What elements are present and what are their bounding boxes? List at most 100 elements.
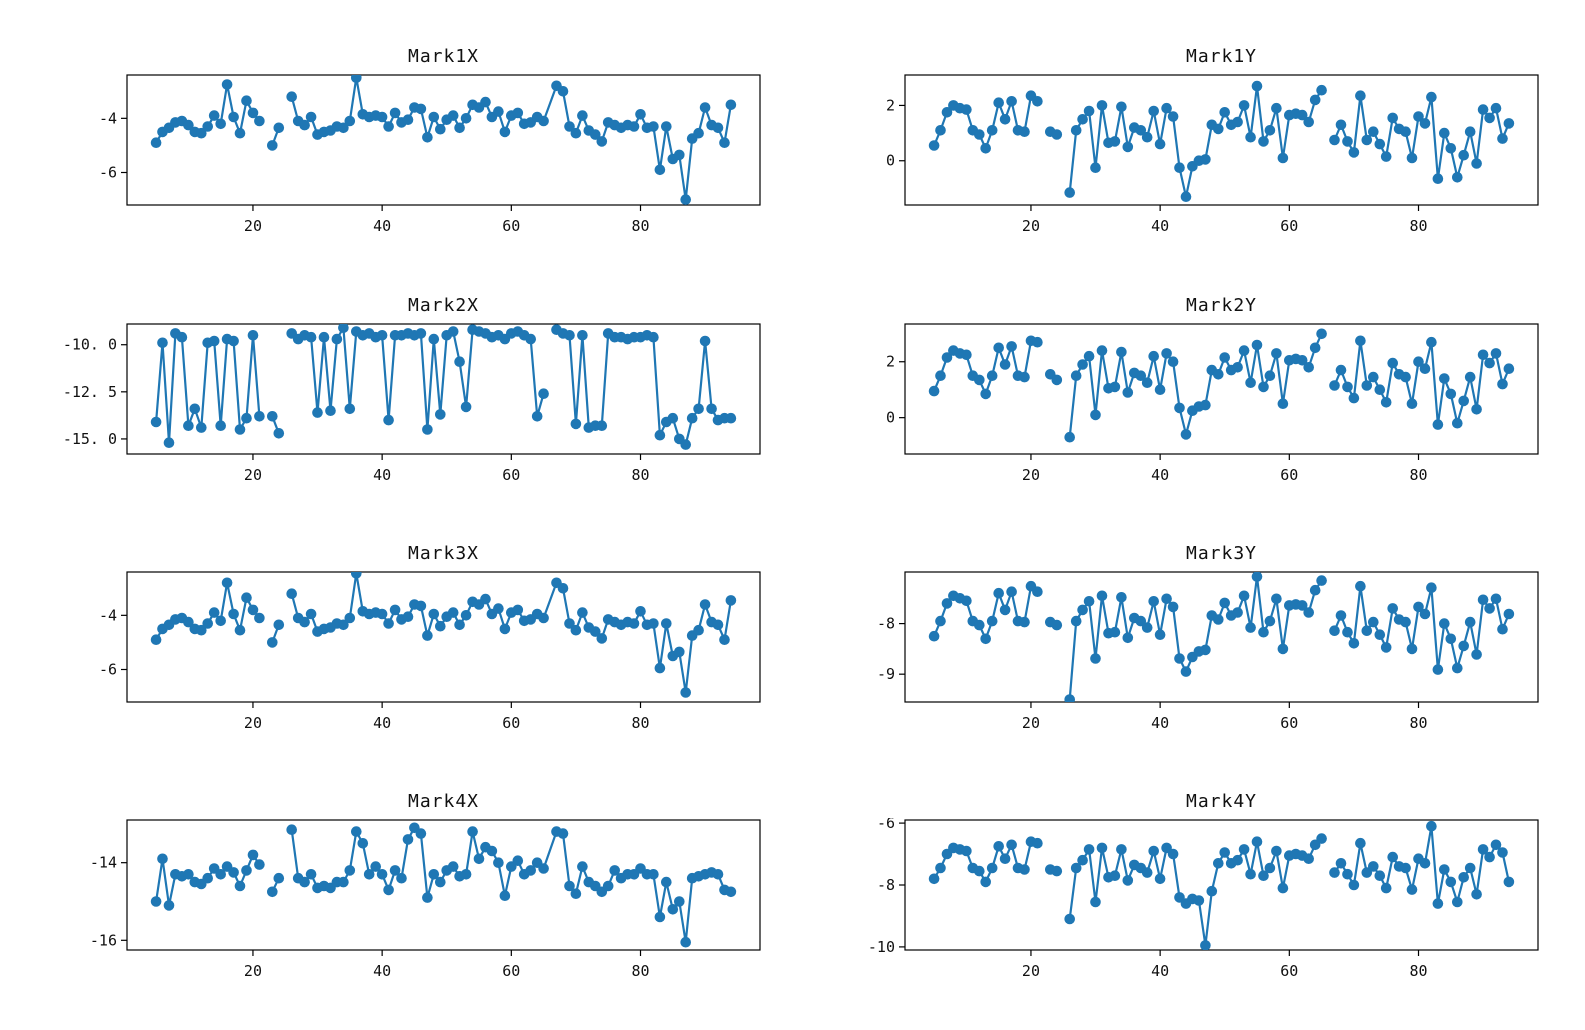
data-point (1419, 363, 1431, 374)
data-point (674, 646, 685, 658)
data-point (570, 127, 582, 139)
data-point (480, 96, 491, 108)
data-point (1051, 865, 1063, 877)
data-point (1497, 378, 1508, 390)
data-point (1309, 94, 1321, 106)
data-point (1458, 640, 1469, 652)
data-point (1380, 882, 1392, 894)
data-point (467, 826, 478, 837)
data-point (286, 91, 297, 102)
data-point (1264, 862, 1276, 874)
data-point (928, 873, 940, 885)
data-point (1258, 381, 1269, 393)
data-point (564, 880, 575, 892)
data-point (1348, 392, 1360, 404)
data-point (1200, 644, 1211, 656)
data-point (1109, 870, 1121, 881)
data-point (1406, 152, 1418, 164)
y-axis-ticks: -4 -6 (99, 606, 127, 679)
data-point (941, 352, 953, 363)
data-point (1077, 359, 1088, 370)
data-point (183, 869, 194, 880)
data-point (1200, 940, 1211, 950)
data-point (202, 618, 213, 629)
data-point (415, 328, 427, 339)
data-point (1064, 187, 1075, 198)
data-point (486, 845, 498, 857)
data-point (1329, 134, 1340, 146)
data-point (1374, 384, 1386, 395)
data-point (1251, 572, 1263, 582)
data-point (1135, 125, 1147, 136)
data-point (1464, 862, 1476, 874)
data-point (1116, 346, 1127, 358)
x-tick-label: 40 (373, 217, 391, 235)
data-point (389, 107, 401, 119)
data-point (299, 616, 310, 628)
data-point (1232, 116, 1243, 128)
data-point (1135, 615, 1147, 627)
y-axis-ticks: -6 -8 -10 (868, 818, 905, 956)
data-point (974, 129, 985, 140)
data-point (1432, 173, 1444, 184)
data-point (267, 140, 278, 151)
data-point (1006, 341, 1017, 352)
data-point (725, 886, 737, 898)
y-axis-ticks: -10. 0 -12. 5 -15. 0 (63, 336, 127, 448)
data-point (1271, 593, 1282, 605)
data-point (1109, 136, 1121, 147)
data-point (596, 633, 608, 644)
data-point (609, 865, 620, 876)
data-point (1355, 335, 1366, 347)
plot-title: Mark3X (407, 543, 480, 564)
data-point (1419, 858, 1431, 869)
x-tick-label: 20 (1022, 714, 1040, 732)
data-point (1148, 350, 1159, 362)
data-point (1090, 896, 1101, 908)
axes-frame (904, 323, 1539, 455)
data-point (661, 121, 672, 132)
data-point (1464, 371, 1476, 383)
data-point (1445, 633, 1457, 645)
data-point (1477, 594, 1489, 606)
data-point (196, 624, 207, 636)
x-axis-ticks: 20 40 60 80 (244, 702, 650, 732)
data-point (986, 615, 998, 627)
data-point (1380, 397, 1392, 408)
x-tick-label: 60 (502, 217, 520, 235)
plot-title: Mark2X (407, 295, 480, 316)
data-point (1070, 862, 1082, 874)
data-point (674, 149, 685, 161)
data-point (447, 607, 459, 618)
data-point (428, 869, 440, 880)
data-point (538, 388, 549, 399)
data-point (389, 865, 401, 876)
data-point (1109, 381, 1121, 393)
data-point (1419, 608, 1431, 620)
data-point (1497, 847, 1508, 858)
data-point (1232, 362, 1243, 373)
x-tick-label: 20 (244, 714, 262, 732)
y-tick-label: 0 (886, 152, 895, 170)
data-point (980, 633, 991, 645)
data-point (674, 896, 685, 907)
data-point (241, 865, 252, 876)
x-tick-label: 80 (631, 714, 649, 732)
plot-title: Mark1X (407, 46, 480, 67)
y-axis-ticks: 20 (886, 96, 905, 170)
data-point (163, 900, 175, 911)
data-point (1245, 868, 1256, 880)
data-series (928, 80, 1515, 202)
y-tick-label: 0 (886, 409, 895, 427)
data-point (1296, 600, 1308, 611)
data-point (1232, 854, 1243, 866)
data-point (1503, 608, 1515, 620)
data-point (402, 611, 414, 622)
data-point (1329, 867, 1340, 878)
data-point (712, 869, 724, 880)
data-point (1213, 123, 1224, 135)
data-point (460, 113, 472, 124)
data-point (1503, 363, 1515, 374)
data-point (1167, 356, 1179, 367)
data-point (1413, 356, 1424, 367)
